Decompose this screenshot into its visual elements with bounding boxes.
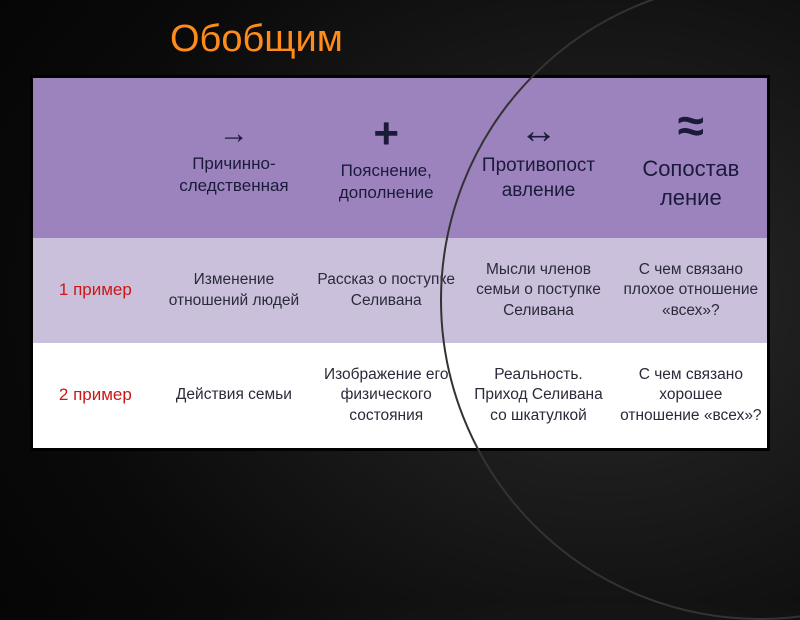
cell: Действия семьи [158, 343, 310, 448]
header-row: → Причинно-следственная + Пояснение, доп… [33, 78, 767, 238]
comparison-table: → Причинно-следственная + Пояснение, доп… [33, 78, 767, 448]
header-label: Пояснение, дополнение [339, 161, 434, 202]
cell: Изображение его физического состояния [310, 343, 462, 448]
header-label: Причинно-следственная [179, 154, 288, 195]
row-label-2: 2 пример [33, 343, 158, 448]
slide-title: Обобщим [0, 0, 800, 75]
table-row: 2 пример Действия семьи Изображение его … [33, 343, 767, 448]
row-label-1: 1 пример [33, 238, 158, 343]
arrow-right-icon: → [162, 119, 306, 149]
cell: Реальность. Приход Селивана со шкатулкой [462, 343, 614, 448]
header-col-causal: → Причинно-следственная [158, 78, 310, 238]
header-label: Сопостав ление [642, 156, 739, 210]
cell: С чем связано хорошее отношение «всех»? [615, 343, 767, 448]
comparison-table-wrap: → Причинно-следственная + Пояснение, доп… [30, 75, 770, 451]
header-col-comparison: ≈ Сопостав ление [615, 78, 767, 238]
header-col-opposition: ↔ Противопост авление [462, 78, 614, 238]
cell: Мысли членов семьи о поступке Селивана [462, 238, 614, 343]
header-col-addition: + Пояснение, дополнение [310, 78, 462, 238]
cell: Рассказ о поступке Селивана [310, 238, 462, 343]
header-label: Противопост авление [482, 155, 595, 201]
cell: С чем связано плохое отношение «всех»? [615, 238, 767, 343]
cell: Изменение отношений людей [158, 238, 310, 343]
bidirectional-arrow-icon: ↔ [466, 112, 610, 150]
plus-icon: + [314, 112, 458, 156]
header-corner [33, 78, 158, 238]
approx-icon: ≈ [619, 103, 763, 151]
table-row: 1 пример Изменение отношений людей Расск… [33, 238, 767, 343]
